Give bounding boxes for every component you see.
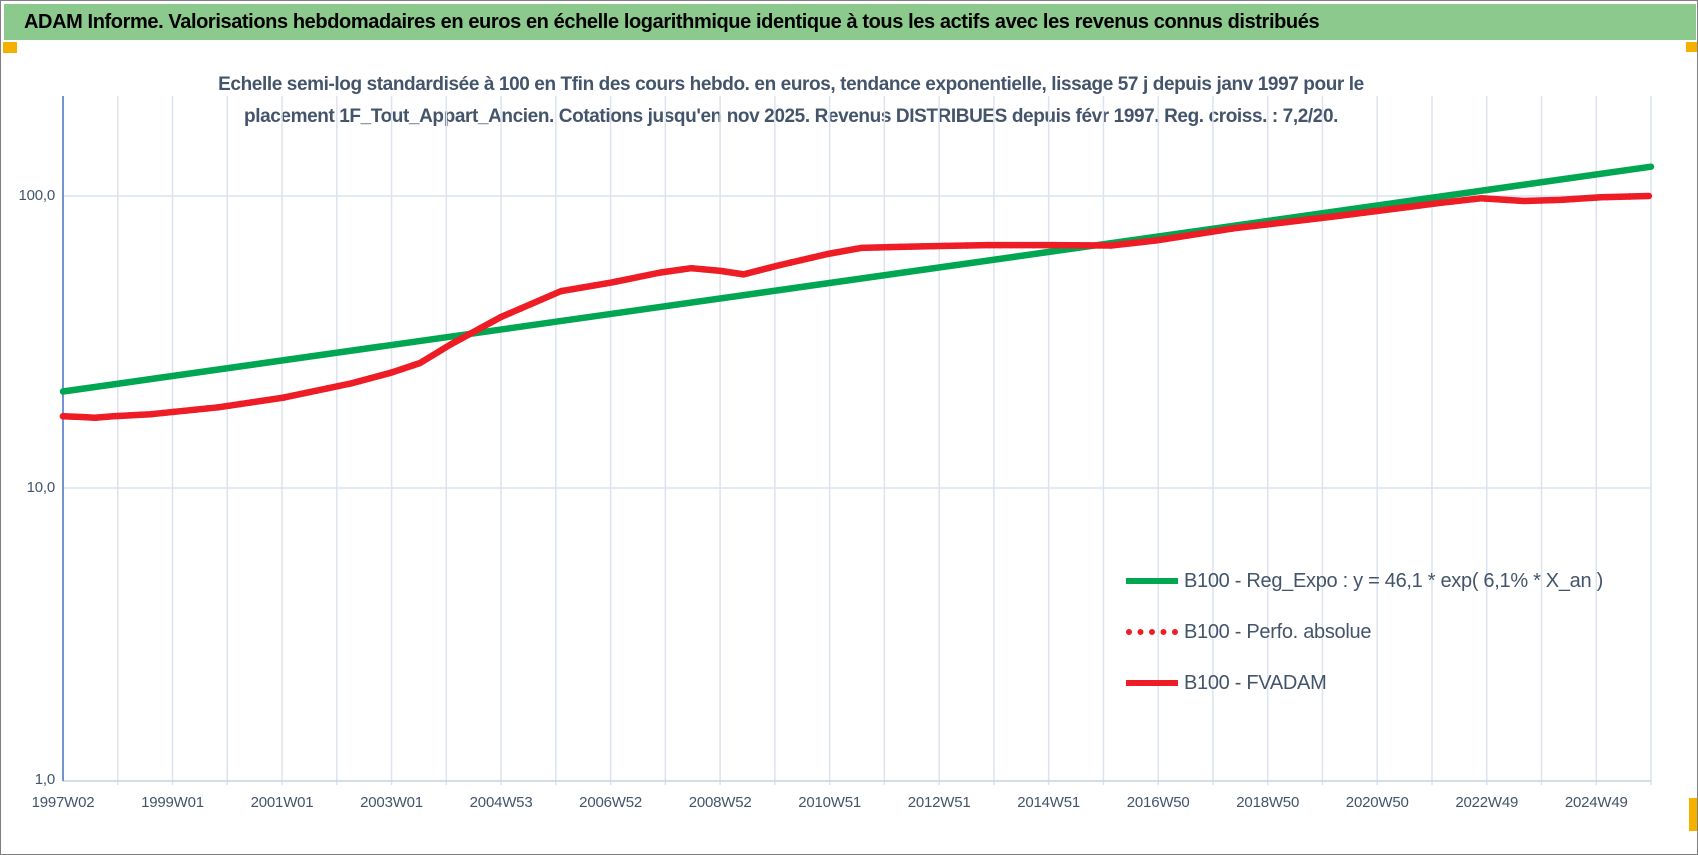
pane-marker-right <box>1686 42 1697 52</box>
x-axis-tick-label: 2014W51 <box>1017 794 1081 811</box>
legend-label: B100 - Reg_Expo : y = 46,1 * exp( 6,1% *… <box>1184 569 1603 592</box>
legend-label: B100 - Perfo. absolue <box>1184 620 1372 643</box>
x-axis-tick-label: 2018W50 <box>1236 794 1300 811</box>
x-axis-tick-label: 1999W01 <box>141 794 204 811</box>
x-axis-tick-label: 2020W50 <box>1345 794 1409 811</box>
x-axis-tick-label: 2004W53 <box>469 794 533 811</box>
x-axis-tick-label: 2022W49 <box>1455 794 1519 811</box>
x-axis-tick-label: 2006W52 <box>579 794 642 811</box>
legend-entry[interactable]: B100 - Perfo. absolue <box>1126 618 1603 646</box>
header-title: ADAM Informe. Valorisations hebdomadaire… <box>24 10 1320 33</box>
x-axis-tick-label: 1997W02 <box>31 794 95 811</box>
x-axis-tick-label: 2016W50 <box>1126 794 1190 811</box>
legend-label: B100 - FVADAM <box>1184 671 1327 694</box>
x-axis-tick-label: 2001W01 <box>250 794 314 811</box>
pane-marker-left <box>3 42 17 53</box>
x-axis-tick-label: 2024W49 <box>1564 794 1628 811</box>
y-axis-tick-label: 10,0 <box>26 478 56 496</box>
chart-title-line2: placement 1F_Tout_Appart_Ancien. Cotatio… <box>244 106 1338 127</box>
chart-legend[interactable]: B100 - Reg_Expo : y = 46,1 * exp( 6,1% *… <box>1126 567 1603 697</box>
legend-dotted-line-icon <box>1126 629 1178 635</box>
header-banner: ADAM Informe. Valorisations hebdomadaire… <box>4 4 1696 40</box>
series-line[interactable] <box>59 163 1655 395</box>
x-axis-tick-label: 2008W52 <box>688 794 752 811</box>
x-axis-tick-label: 2003W01 <box>360 794 423 811</box>
legend-line-icon <box>1126 578 1178 584</box>
x-axis-tick-label: 2012W51 <box>907 794 971 811</box>
series-line[interactable] <box>59 192 1653 422</box>
series-line[interactable] <box>59 192 1653 422</box>
legend-line-icon <box>1126 680 1178 686</box>
y-axis-tick-label: 100,0 <box>18 186 55 204</box>
legend-entry[interactable]: B100 - FVADAM <box>1126 669 1603 697</box>
chart-title: Echelle semi-log standardisée à 100 en T… <box>191 69 1391 133</box>
y-axis-tick-label: 1,0 <box>34 771 55 788</box>
legend-entry[interactable]: B100 - Reg_Expo : y = 46,1 * exp( 6,1% *… <box>1126 567 1603 595</box>
scrollbar-thumb[interactable] <box>1689 798 1697 831</box>
chart-title-line1: Echelle semi-log standardisée à 100 en T… <box>218 74 1364 95</box>
x-axis-tick-label: 2010W51 <box>798 794 862 811</box>
